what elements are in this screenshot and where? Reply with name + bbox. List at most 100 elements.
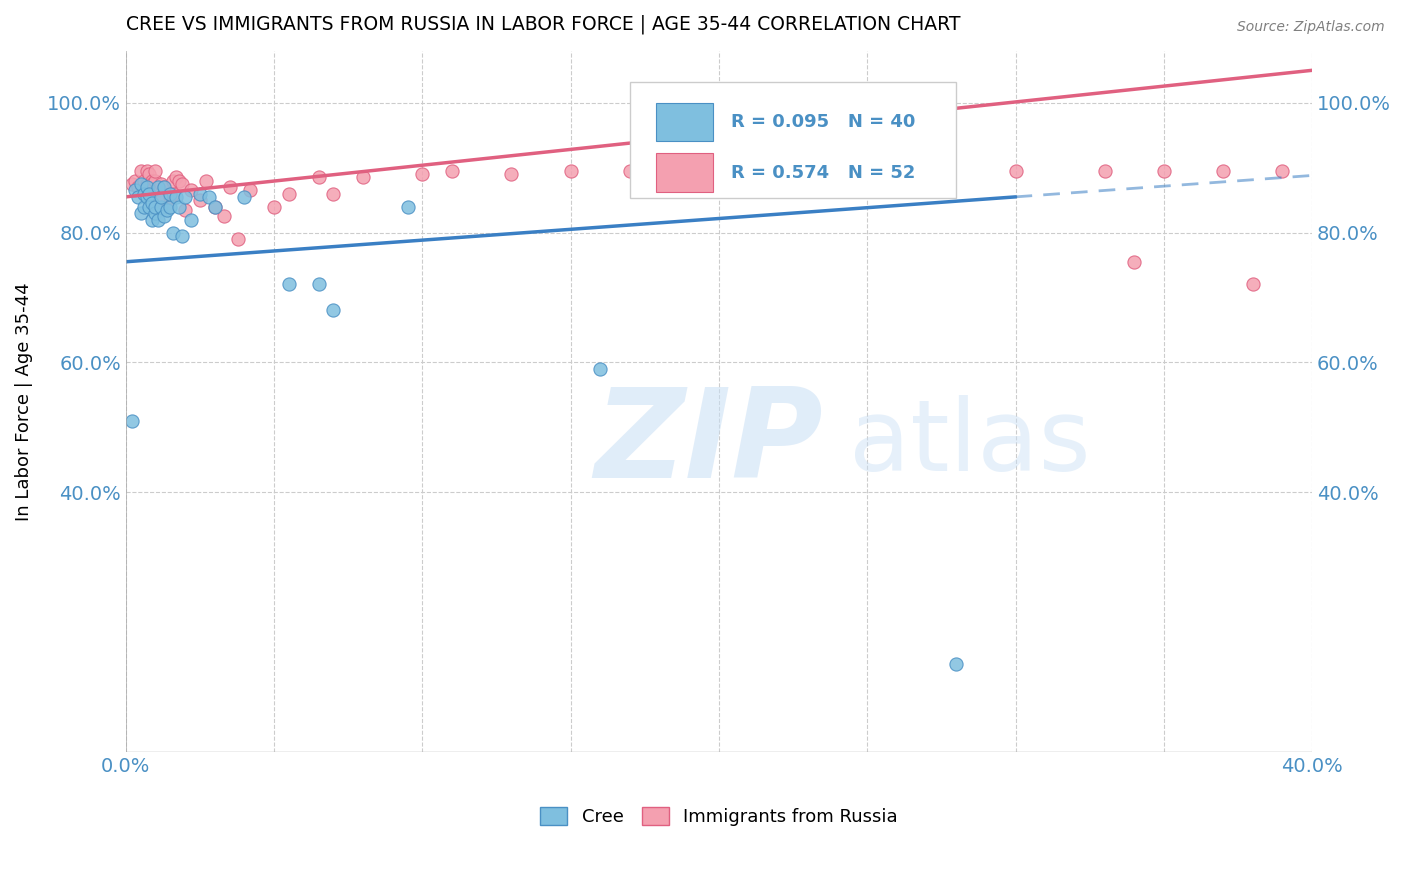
- Point: [129, 164, 152, 178]
- Point: [180, 212, 202, 227]
- Point: [162, 226, 184, 240]
- Point: [228, 232, 250, 246]
- Point: [135, 177, 157, 191]
- Point: [162, 174, 184, 188]
- Text: CREE VS IMMIGRANTS FROM RUSSIA IN LABOR FORCE | AGE 35-44 CORRELATION CHART: CREE VS IMMIGRANTS FROM RUSSIA IN LABOR …: [125, 15, 960, 35]
- Point: [156, 200, 179, 214]
- Legend: Cree, Immigrants from Russia: Cree, Immigrants from Russia: [533, 799, 905, 833]
- Point: [619, 164, 641, 178]
- Text: R = 0.095   N = 40: R = 0.095 N = 40: [731, 113, 915, 131]
- Point: [141, 174, 163, 188]
- Point: [135, 180, 157, 194]
- Point: [396, 200, 419, 214]
- Point: [124, 174, 146, 188]
- FancyBboxPatch shape: [657, 153, 713, 192]
- FancyBboxPatch shape: [630, 82, 956, 198]
- Point: [1241, 277, 1264, 292]
- Point: [277, 186, 299, 201]
- Point: [150, 193, 173, 207]
- Point: [322, 303, 344, 318]
- Point: [233, 190, 256, 204]
- Point: [145, 206, 167, 220]
- Point: [1123, 254, 1146, 268]
- Point: [167, 174, 190, 188]
- Point: [141, 196, 163, 211]
- Point: [138, 167, 160, 181]
- FancyBboxPatch shape: [657, 103, 713, 141]
- Point: [172, 177, 194, 191]
- Point: [322, 186, 344, 201]
- Point: [188, 193, 211, 207]
- Point: [886, 164, 908, 178]
- Point: [138, 186, 160, 201]
- Point: [411, 167, 433, 181]
- Point: [132, 174, 155, 188]
- Point: [150, 200, 173, 214]
- Point: [162, 186, 184, 201]
- Point: [797, 164, 820, 178]
- Point: [145, 174, 167, 188]
- Point: [194, 174, 217, 188]
- Point: [121, 177, 143, 191]
- Point: [167, 200, 190, 214]
- Point: [148, 212, 170, 227]
- Point: [159, 200, 181, 214]
- Point: [277, 277, 299, 292]
- Point: [204, 200, 226, 214]
- Point: [198, 190, 221, 204]
- Point: [501, 167, 523, 181]
- Point: [148, 180, 170, 194]
- Point: [308, 170, 330, 185]
- Y-axis label: In Labor Force | Age 35-44: In Labor Force | Age 35-44: [15, 282, 32, 521]
- Point: [153, 210, 176, 224]
- Point: [138, 200, 160, 214]
- Point: [150, 177, 173, 191]
- Point: [156, 202, 179, 217]
- Point: [165, 170, 187, 185]
- Point: [263, 200, 285, 214]
- Point: [218, 180, 240, 194]
- Point: [1004, 164, 1026, 178]
- Point: [180, 183, 202, 197]
- Point: [132, 200, 155, 214]
- Point: [440, 164, 463, 178]
- Point: [352, 170, 374, 185]
- Point: [308, 277, 330, 292]
- Point: [239, 183, 262, 197]
- Point: [204, 200, 226, 214]
- Point: [159, 186, 181, 201]
- Point: [141, 212, 163, 227]
- Point: [150, 190, 173, 204]
- Point: [172, 228, 194, 243]
- Point: [165, 190, 187, 204]
- Point: [1271, 164, 1294, 178]
- Text: R = 0.574   N = 52: R = 0.574 N = 52: [731, 164, 915, 182]
- Point: [148, 183, 170, 197]
- Point: [707, 164, 730, 178]
- Point: [560, 164, 582, 178]
- Text: ZIP: ZIP: [595, 383, 823, 504]
- Point: [129, 206, 152, 220]
- Point: [174, 202, 197, 217]
- Point: [135, 190, 157, 204]
- Text: Source: ZipAtlas.com: Source: ZipAtlas.com: [1237, 20, 1385, 34]
- Point: [127, 190, 149, 204]
- Point: [188, 186, 211, 201]
- Point: [124, 183, 146, 197]
- Point: [145, 164, 167, 178]
- Point: [945, 657, 967, 672]
- Point: [174, 190, 197, 204]
- Point: [153, 180, 176, 194]
- Point: [1212, 164, 1234, 178]
- Point: [135, 164, 157, 178]
- Point: [212, 210, 235, 224]
- Point: [121, 414, 143, 428]
- Point: [141, 177, 163, 191]
- Point: [159, 190, 181, 204]
- Point: [1094, 164, 1116, 178]
- Point: [127, 180, 149, 194]
- Point: [1153, 164, 1175, 178]
- Point: [589, 362, 612, 376]
- Text: atlas: atlas: [849, 395, 1091, 491]
- Point: [153, 180, 176, 194]
